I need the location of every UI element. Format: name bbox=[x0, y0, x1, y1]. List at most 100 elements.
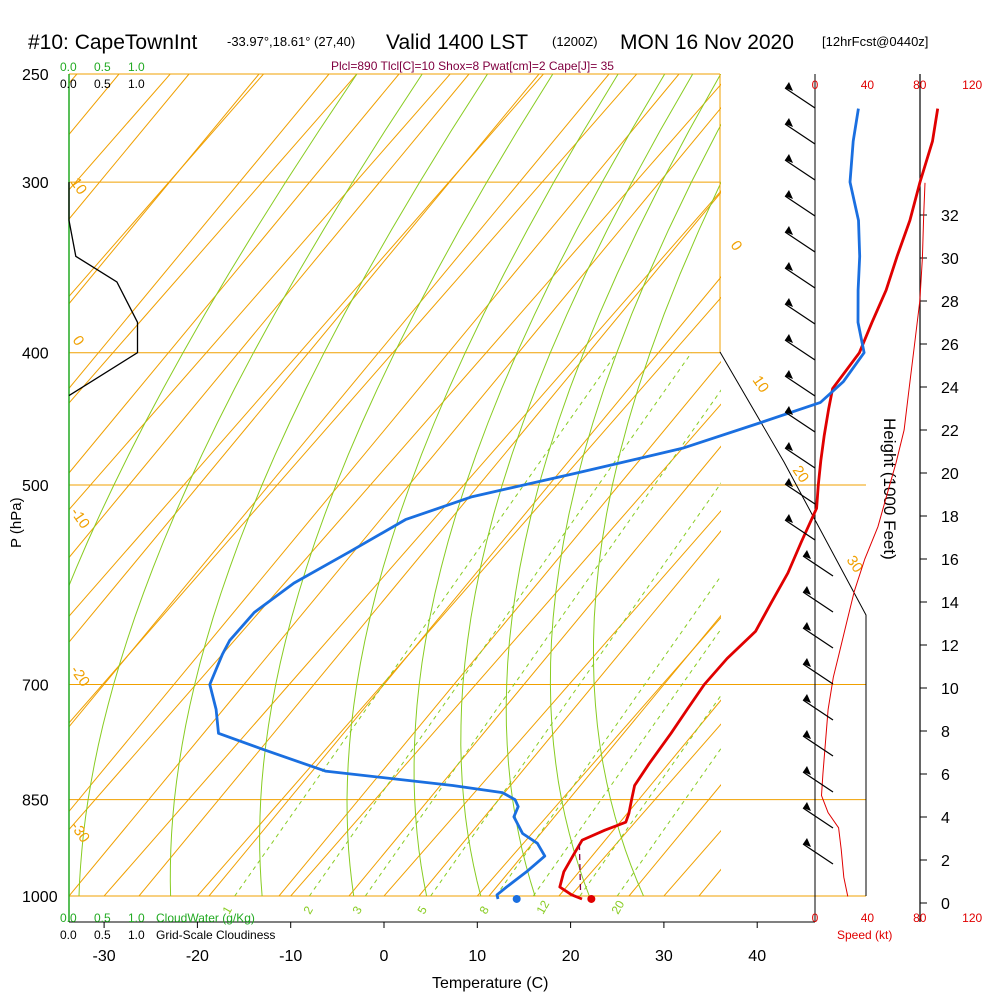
cloudwater-tick-bottom-2: 1.0 bbox=[128, 911, 145, 925]
dry-adiabat-22 bbox=[208, 276, 721, 896]
mixing-ratio-6 bbox=[579, 694, 721, 896]
wind-barb-flag bbox=[803, 694, 811, 703]
wind-barb bbox=[784, 339, 816, 361]
parcel-line bbox=[578, 843, 582, 891]
height-tick-label: 12 bbox=[941, 638, 959, 655]
dry-adiabat-14 bbox=[69, 74, 330, 390]
mixing-ratio-label: 20 bbox=[608, 898, 627, 917]
wind-barb bbox=[784, 231, 816, 253]
wind-barb bbox=[802, 771, 834, 793]
height-tick-label: 18 bbox=[941, 509, 959, 526]
wind-barb-flag bbox=[803, 586, 811, 595]
dry-adiabat-17 bbox=[69, 74, 540, 643]
speed-axis-label: Speed (kt) bbox=[837, 928, 892, 942]
dry-adiabat-15 bbox=[69, 74, 400, 474]
dry-adiabat-20 bbox=[69, 107, 721, 896]
height-tick-label: 32 bbox=[941, 208, 959, 225]
dry-adiabat-23 bbox=[278, 360, 721, 896]
height-tick-label: 4 bbox=[941, 810, 950, 827]
height-tick-label: 10 bbox=[941, 681, 959, 698]
dry-adiabat-16 bbox=[69, 74, 470, 559]
series-dewpoint bbox=[208, 108, 866, 900]
dry-adiabat-21 bbox=[138, 191, 721, 896]
isotherm-label: -10 bbox=[67, 505, 93, 533]
wind-barb-flag bbox=[803, 838, 811, 847]
temperature-tick-label: 20 bbox=[562, 948, 580, 965]
mixing-ratio-lines bbox=[234, 352, 721, 896]
station-coords: -33.97°,18.61° (27,40) bbox=[227, 34, 355, 49]
speed-tick-bottom: 120 bbox=[962, 911, 982, 925]
mixing-ratio-label: 12 bbox=[533, 898, 552, 917]
isotherm-10 bbox=[476, 616, 721, 896]
temperature-tick-label: -10 bbox=[279, 948, 302, 965]
isotherm-0 bbox=[383, 510, 721, 896]
moist-adiabat-lines bbox=[69, 74, 721, 896]
height-tick-label: 0 bbox=[941, 896, 950, 913]
moist-adiabat-3 bbox=[259, 74, 554, 896]
wind-barb bbox=[784, 519, 816, 541]
isotherm--50 bbox=[69, 74, 638, 724]
wind-barb bbox=[784, 303, 816, 325]
x-axis-label: Temperature (C) bbox=[432, 975, 548, 992]
height-tick-label: 14 bbox=[941, 595, 959, 612]
isotherm--20 bbox=[196, 296, 721, 896]
mixing-ratio-label: 3 bbox=[349, 903, 365, 916]
wind-barb bbox=[784, 411, 816, 433]
wind-barb-flag bbox=[785, 442, 793, 451]
isotherm-label: 0 bbox=[727, 238, 746, 255]
isotherm-label: 10 bbox=[749, 373, 772, 396]
wind-barb bbox=[784, 483, 816, 505]
pressure-tick-label: 250 bbox=[22, 67, 49, 84]
utc-time: (1200Z) bbox=[552, 34, 598, 49]
wind-barb bbox=[802, 555, 834, 577]
isotherm--70 bbox=[69, 74, 451, 511]
wind-barb bbox=[784, 267, 816, 289]
isotherm--80 bbox=[69, 74, 358, 404]
isotherm--40 bbox=[69, 83, 721, 831]
cloudwater-tick-top-0: 0.0 bbox=[60, 60, 77, 74]
height-tick-label: 30 bbox=[941, 251, 959, 268]
wind-barb bbox=[784, 447, 816, 469]
cloudwater-tick-bottom-0: 0.0 bbox=[60, 911, 77, 925]
speed-tick-top: 120 bbox=[962, 78, 982, 92]
temperature-ticks: -30 -20 -10 0 10 20 30 40 bbox=[93, 922, 766, 965]
wind-barb-flag bbox=[803, 730, 811, 739]
wind-barb-flag bbox=[803, 802, 811, 811]
speed-tick-top: 0 bbox=[812, 78, 819, 92]
y-axis-label: P (hPa) bbox=[8, 497, 25, 548]
dry-adiabat-24 bbox=[348, 445, 721, 896]
moist-adiabat-7 bbox=[505, 74, 721, 896]
wind-barb bbox=[784, 123, 816, 145]
speed-tick-top: 40 bbox=[861, 78, 875, 92]
wind-barb-flag bbox=[785, 406, 793, 415]
moist-adiabat-2 bbox=[169, 74, 488, 896]
wind-barb bbox=[784, 159, 816, 181]
height-tick-label: 20 bbox=[941, 466, 959, 483]
moist-adiabat-5 bbox=[413, 74, 666, 896]
dry-adiabat-18 bbox=[69, 74, 610, 728]
pressure-tick-label: 500 bbox=[22, 478, 49, 495]
series-wind-speed bbox=[820, 182, 926, 897]
height-tick-label: 8 bbox=[941, 724, 950, 741]
valid-time: Valid 1400 LST bbox=[386, 31, 528, 54]
isotherm--60 bbox=[69, 74, 545, 617]
isotherm-label: 0 bbox=[69, 333, 88, 350]
cloudiness-tick-bottom-1: 0.5 bbox=[94, 928, 111, 942]
speed-tick-bottom: 40 bbox=[861, 911, 875, 925]
cloudiness-tick-bottom-0: 0.0 bbox=[60, 928, 77, 942]
wind-barb-flag bbox=[785, 334, 793, 343]
mixing-ratio-0 bbox=[234, 352, 618, 896]
station-title: #10: CapeTownInt bbox=[28, 31, 197, 54]
isotherm-label: -30 bbox=[67, 819, 93, 847]
tropopause-outline bbox=[719, 351, 867, 896]
isotherm-label: 10 bbox=[67, 175, 90, 198]
wind-barb-flag bbox=[785, 478, 793, 487]
dry-adiabat-13 bbox=[69, 74, 260, 305]
wind-barb-flag bbox=[785, 298, 793, 307]
height-tick-label: 28 bbox=[941, 294, 959, 311]
cloudiness-tick-top-0: 0.0 bbox=[60, 77, 77, 91]
wind-barb-flag bbox=[803, 550, 811, 559]
